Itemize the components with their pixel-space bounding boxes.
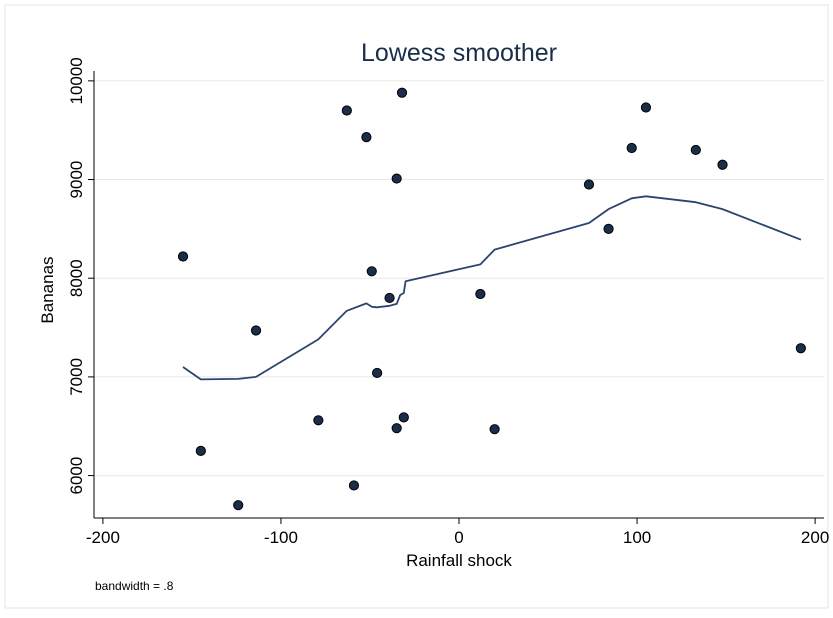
lowess-line bbox=[182, 195, 802, 381]
scatter-point bbox=[626, 142, 637, 154]
outer-frame bbox=[4, 4, 829, 609]
scatter-point bbox=[341, 105, 352, 116]
scatter-points-layer bbox=[177, 87, 806, 511]
scatter-point bbox=[361, 132, 372, 143]
x-tick-label: -200 bbox=[86, 528, 120, 547]
scatter-point bbox=[391, 173, 402, 184]
scatter-point bbox=[371, 367, 383, 379]
grid-layer bbox=[94, 80, 824, 477]
scatter-point bbox=[384, 292, 395, 304]
bandwidth-note: bandwidth = .8 bbox=[95, 579, 174, 593]
y-tick-label: 8000 bbox=[67, 259, 86, 297]
scatter-point bbox=[313, 415, 324, 426]
scatter-point bbox=[640, 102, 652, 113]
scatter-point bbox=[583, 179, 595, 190]
lowess-line-layer bbox=[182, 195, 802, 381]
y-tick-label: 7000 bbox=[67, 358, 86, 396]
chart-title: Lowess smoother bbox=[361, 39, 557, 67]
x-tick-label: 200 bbox=[801, 528, 829, 547]
x-tick-label: 0 bbox=[454, 528, 463, 547]
x-tick-label: 100 bbox=[623, 528, 651, 547]
scatter-point bbox=[348, 480, 360, 491]
scatter-point bbox=[475, 288, 486, 300]
scatter-point bbox=[398, 412, 409, 423]
y-tick-label: 9000 bbox=[67, 161, 86, 199]
scatter-point bbox=[250, 325, 262, 336]
scatter-point bbox=[195, 445, 206, 457]
scatter-point bbox=[396, 87, 408, 98]
scatter-point bbox=[603, 223, 614, 234]
scatter-point bbox=[391, 423, 402, 434]
scatter-point bbox=[233, 500, 244, 511]
scatter-point bbox=[489, 424, 500, 435]
x-axis-label: Rainfall shock bbox=[406, 551, 512, 570]
y-tick-label: 6000 bbox=[67, 457, 86, 495]
scatter-point bbox=[366, 266, 377, 277]
y-tick-label: 10000 bbox=[67, 57, 86, 104]
scatter-point bbox=[177, 251, 189, 262]
x-tick-label: -100 bbox=[264, 528, 298, 547]
scatter-point bbox=[795, 343, 806, 354]
scatter-point bbox=[717, 159, 728, 170]
axes-layer: -200 -100 0 100 200 6000 7000 8000 9000 10000 bbox=[67, 57, 829, 547]
scatter-point bbox=[690, 144, 701, 156]
y-axis-label: Bananas bbox=[38, 256, 57, 323]
